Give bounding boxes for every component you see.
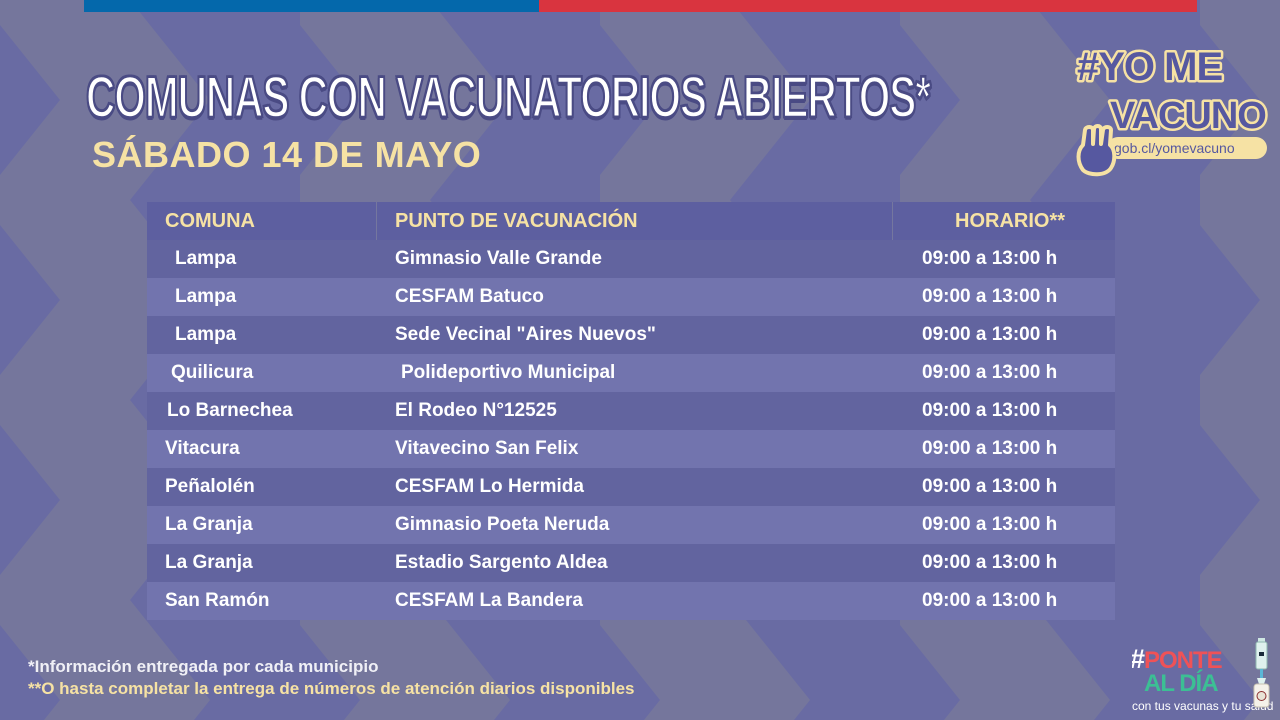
svg-text:con tus vacunas y tu salud: con tus vacunas y tu salud — [1132, 699, 1273, 713]
svg-text:#YO ME: #YO ME — [1077, 45, 1222, 89]
svg-text:AL DÍA: AL DÍA — [1144, 669, 1218, 697]
svg-text:gob.cl/yomevacuno: gob.cl/yomevacuno — [1114, 140, 1235, 156]
svg-text:VACUNO: VACUNO — [1110, 95, 1266, 137]
